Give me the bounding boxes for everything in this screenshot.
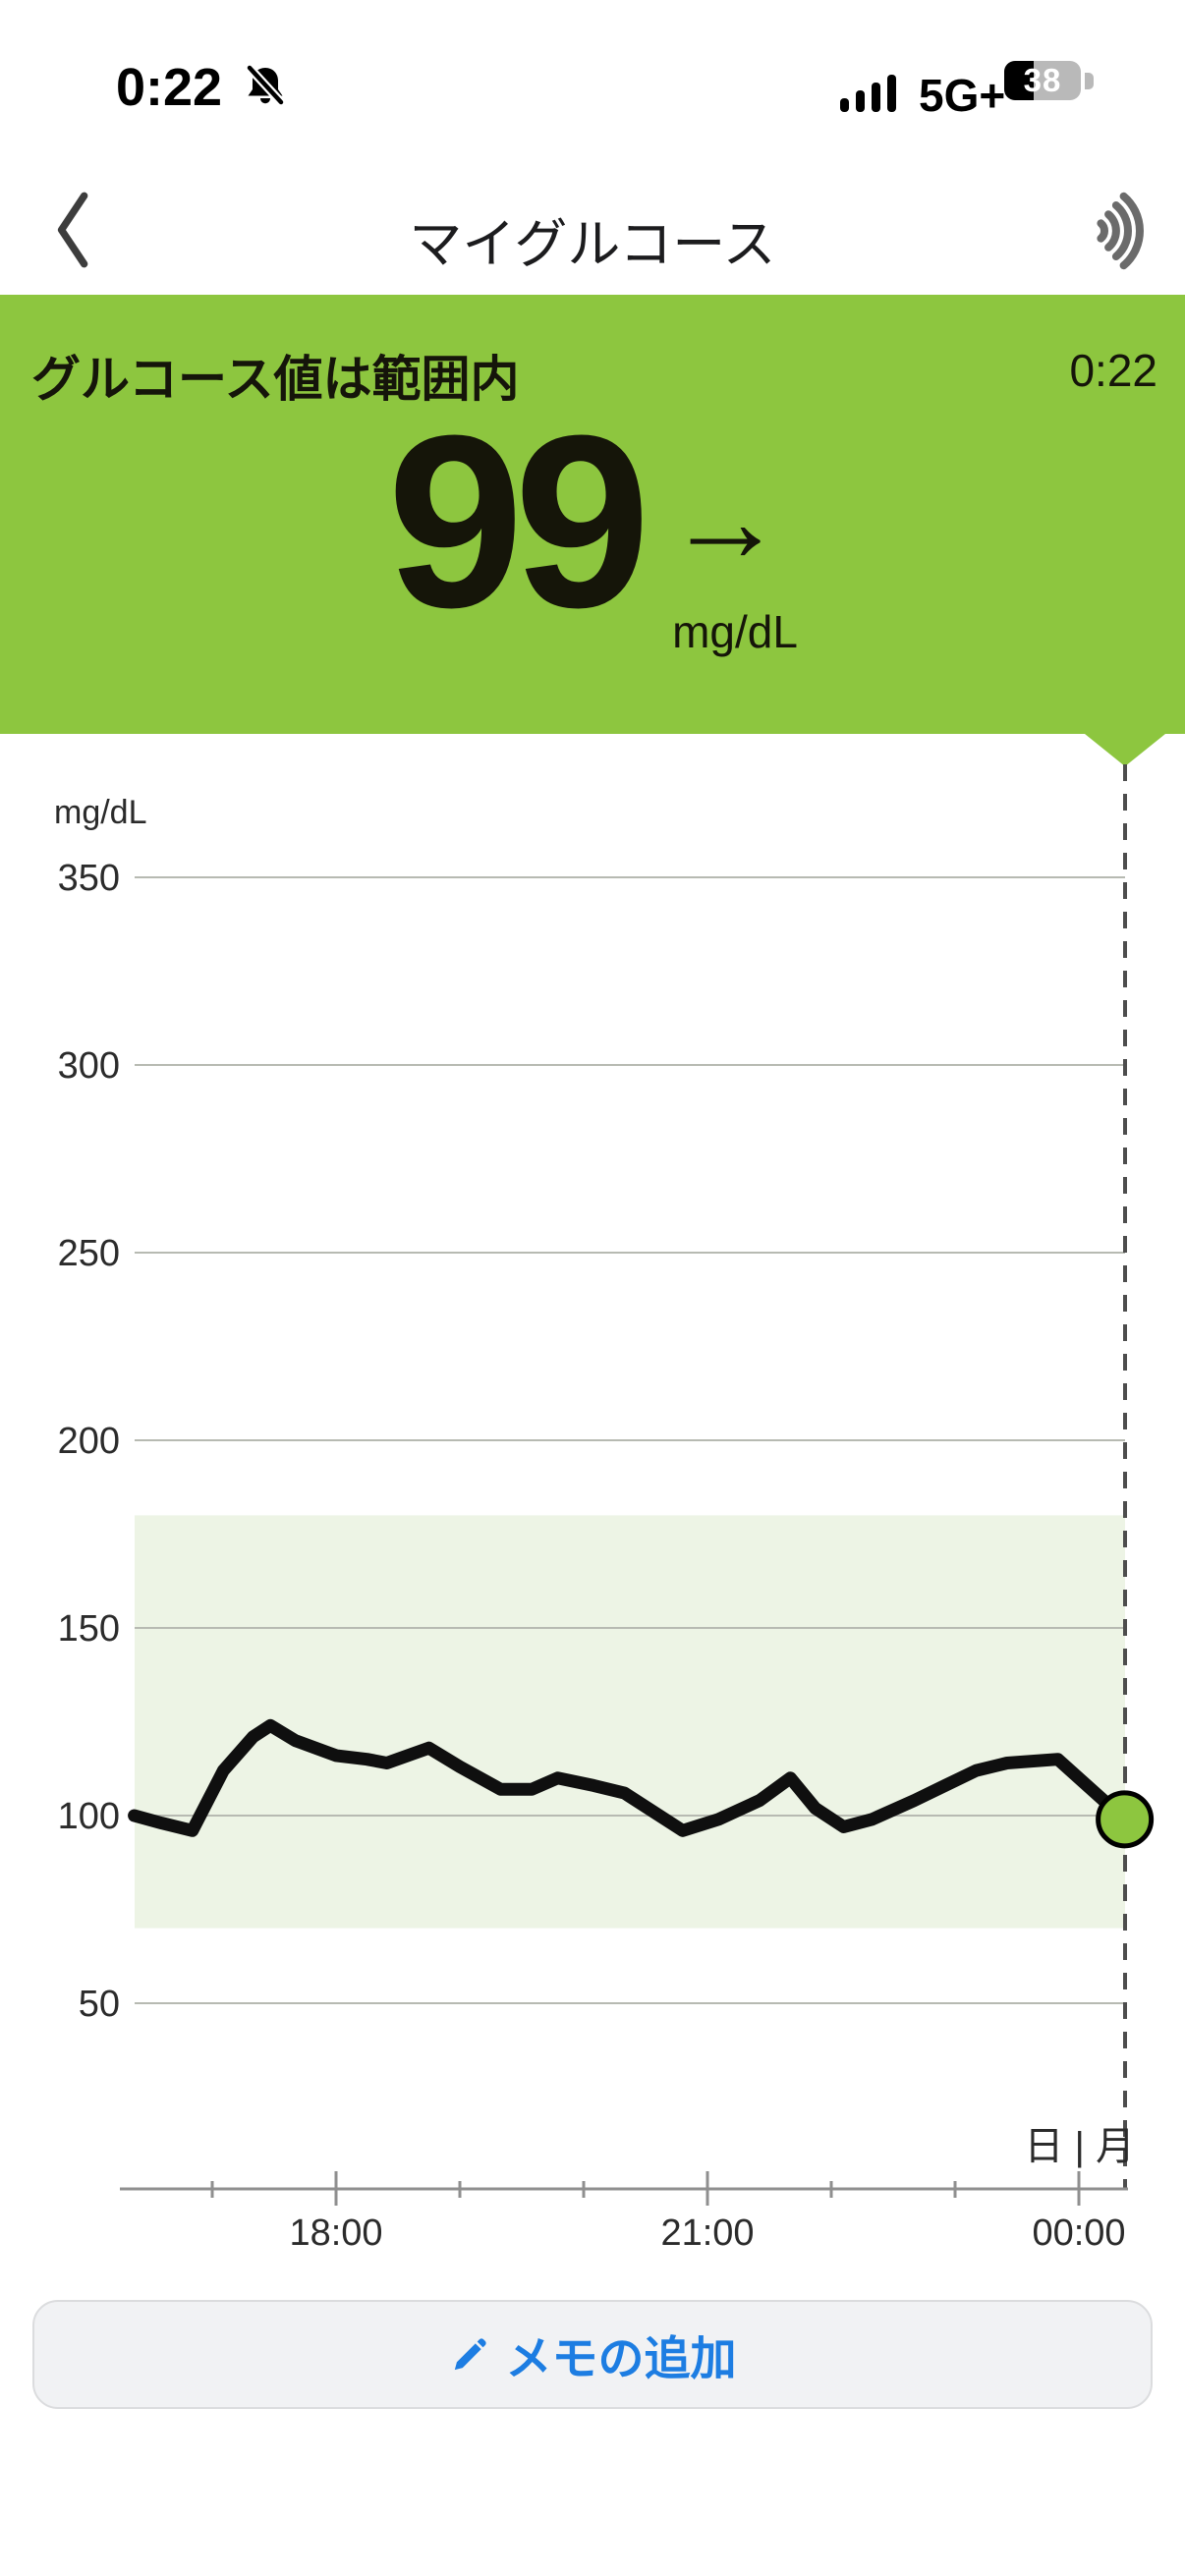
status-time: 0:22: [116, 58, 223, 117]
chevron-left-icon: [57, 192, 88, 268]
y-axis-unit-label: mg/dL: [54, 794, 147, 831]
range-status-text: グルコース値は範囲内: [31, 352, 520, 407]
add-note-button[interactable]: メモの追加: [32, 2300, 1153, 2409]
nfc-scan-waves-icon: [1097, 192, 1144, 270]
battery-fill: [1004, 61, 1034, 100]
target-range-band: [135, 1515, 1125, 1929]
pencil-icon: [454, 2337, 486, 2370]
network-type-label: 5G+: [919, 70, 1006, 121]
y-tick-label: 250: [58, 1233, 120, 1274]
battery-icon: 38: [1004, 61, 1081, 100]
scan-sensor-button[interactable]: [1067, 177, 1165, 285]
y-tick-label: 200: [58, 1421, 120, 1462]
battery-nub: [1085, 73, 1094, 89]
y-tick-label: 50: [79, 1984, 120, 2025]
banner-notch: [1085, 734, 1165, 766]
reading-time: 0:22: [1069, 345, 1157, 396]
day-boundary-label: 日 | 月: [1024, 2125, 1135, 2168]
x-tick-label: 00:00: [1032, 2212, 1125, 2254]
glucose-unit: mg/dL: [672, 606, 798, 657]
trend-arrow-icon: →: [666, 455, 785, 587]
battery-percent: 38: [1023, 62, 1062, 98]
x-tick-label: 18:00: [289, 2212, 382, 2254]
y-tick-label: 350: [58, 858, 120, 899]
signal-strength-icon: [840, 75, 896, 112]
x-tick-label: 21:00: [660, 2212, 754, 2254]
glucose-value: 99: [387, 384, 650, 658]
add-note-label: メモの追加: [505, 2332, 737, 2384]
y-tick-label: 300: [58, 1045, 120, 1087]
glucose-status-banner: グルコース値は範囲内 0:22 99 → mg/dL: [0, 295, 1185, 734]
current-reading-marker[interactable]: [1096, 1790, 1155, 1849]
page-title: マイグルコース: [409, 215, 776, 274]
y-tick-label: 100: [58, 1796, 120, 1837]
back-button[interactable]: [43, 189, 98, 271]
y-tick-label: 150: [58, 1608, 120, 1650]
glucose-trace-line: [128, 1718, 1132, 1837]
bell-slash-icon: [244, 63, 287, 113]
